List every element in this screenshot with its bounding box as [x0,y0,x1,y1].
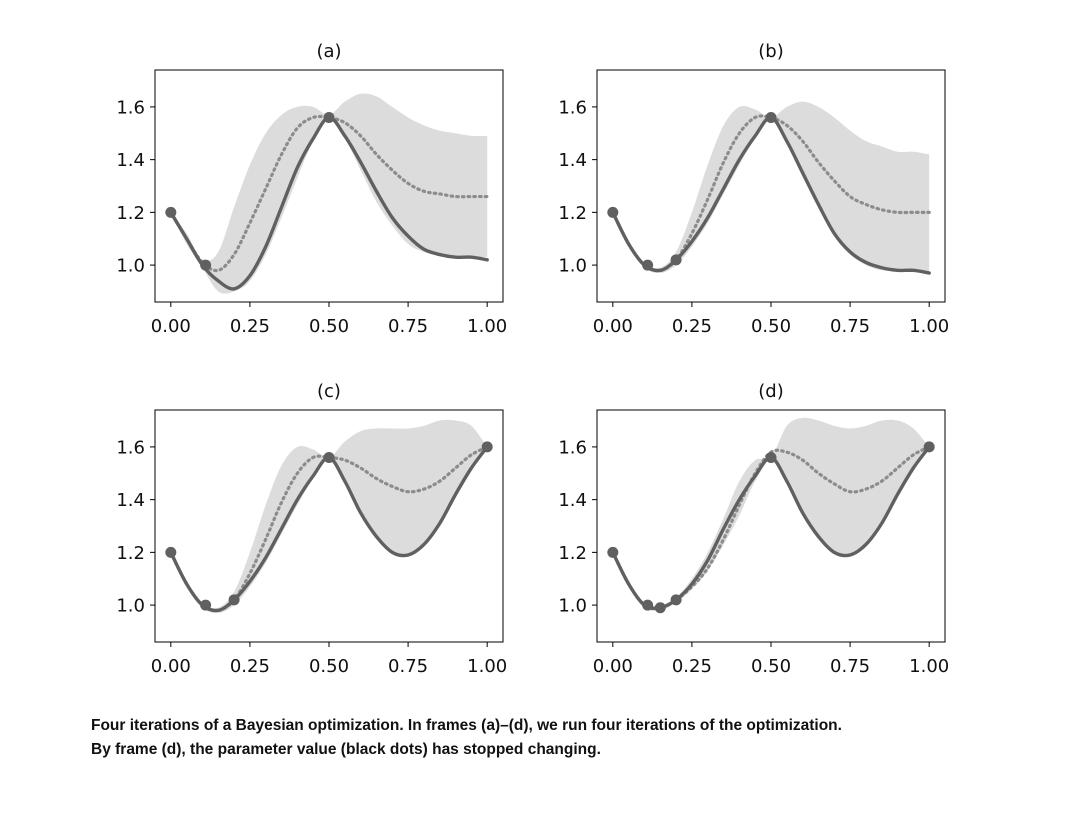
y-tick-label-b-0: 1.0 [558,256,587,277]
sample-point-b-1 [607,206,619,218]
x-tick-label-b-4: 1.00 [909,316,949,337]
x-tick-label-b-3: 0.75 [830,316,870,337]
confidence-band-b [612,101,930,274]
sample-point-d-2 [642,599,654,611]
caption-line-1: Four iterations of a Bayesian optimizati… [91,717,842,734]
y-tick-label-a-0: 1.0 [116,256,145,277]
sample-point-b-4 [765,111,777,123]
panel-title-c: (c) [317,381,341,402]
panel-d: 0.00 0.25 0.50 0.75 1.00 1.0 1.2 1.4 1.6 (d) [558,381,949,677]
x-tick-label-a-2: 0.50 [309,316,349,337]
y-tick-label-c-0: 1.0 [116,596,145,617]
y-tick-label-b-2: 1.4 [558,150,587,171]
x-tick-label-c-3: 0.75 [388,656,428,677]
x-tick-label-d-1: 0.25 [672,656,712,677]
x-tick-label-c-1: 0.25 [230,656,270,677]
x-tick-label-a-1: 0.25 [230,316,270,337]
mean-line-a [169,114,489,273]
x-tick-label-b-2: 0.50 [751,316,791,337]
x-tick-label-a-0: 0.00 [151,316,191,337]
confidence-band-d [612,417,930,611]
y-tick-label-d-3: 1.6 [558,437,587,458]
y-tick-label-b-3: 1.6 [558,97,587,118]
x-tick-label-b-0: 0.00 [593,316,633,337]
y-tick-label-c-1: 1.2 [116,543,145,564]
sample-point-d-6 [923,441,935,453]
figure: 0.00 0.25 0.50 0.75 1.00 1.0 1.2 1.4 1.6 (a) 0.00… [116,41,949,677]
panel-title-a: (a) [316,41,341,62]
sample-point-b-3 [670,254,682,266]
x-tick-label-d-2: 0.50 [751,656,791,677]
y-tick-label-a-3: 1.6 [116,97,145,118]
x-tick-label-d-4: 1.00 [909,656,949,677]
y-tick-label-d-0: 1.0 [558,596,587,617]
sample-point-c-5 [481,441,493,453]
confidence-band-a [170,93,488,294]
panel-title-b: (b) [758,41,783,62]
y-tick-label-a-2: 1.4 [116,150,145,171]
x-tick-label-b-1: 0.25 [672,316,712,337]
sample-point-d-3 [654,602,666,614]
y-tick-label-d-1: 1.2 [558,543,587,564]
x-tick-label-c-0: 0.00 [151,656,191,677]
panel-b: 0.00 0.25 0.50 0.75 1.00 1.0 1.2 1.4 1.6 (b) [558,41,949,337]
sample-point-c-4 [323,451,335,463]
sample-point-c-2 [200,599,212,611]
sample-point-b-2 [642,259,654,271]
sample-point-a-1 [165,206,177,218]
panel-c: 0.00 0.25 0.50 0.75 1.00 1.0 1.2 1.4 1.6 (c) [116,381,507,677]
y-tick-label-c-2: 1.4 [116,490,145,511]
y-tick-label-c-3: 1.6 [116,437,145,458]
y-tick-label-b-1: 1.2 [558,203,587,224]
x-tick-label-d-0: 0.00 [593,656,633,677]
figure-caption: Four iterations of a Bayesian optimizati… [91,714,1051,762]
sample-point-c-3 [228,594,240,606]
x-tick-label-c-4: 1.00 [467,656,507,677]
y-tick-label-d-2: 1.4 [558,490,587,511]
x-tick-label-c-2: 0.50 [309,656,349,677]
sample-point-a-3 [323,111,335,123]
panel-a: 0.00 0.25 0.50 0.75 1.00 1.0 1.2 1.4 1.6 (a) [116,41,507,337]
confidence-band-c [170,419,488,614]
sample-point-c-1 [165,546,177,558]
panel-title-d: (d) [758,381,783,402]
sample-point-d-4 [670,594,682,606]
x-tick-label-d-3: 0.75 [830,656,870,677]
x-tick-label-a-3: 0.75 [388,316,428,337]
y-tick-label-a-1: 1.2 [116,203,145,224]
sample-point-a-2 [200,259,212,271]
sample-point-d-1 [607,546,619,558]
x-tick-label-a-4: 1.00 [467,316,507,337]
sample-point-d-5 [765,451,777,463]
caption-line-2: By frame (d), the parameter value (black… [91,741,601,758]
